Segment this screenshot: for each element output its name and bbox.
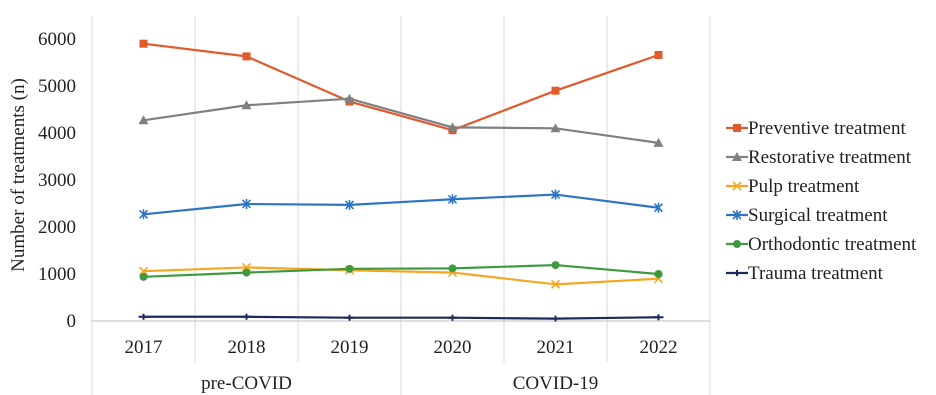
legend-item: Pulp treatment: [726, 176, 860, 197]
series-line: [143, 263, 659, 278]
x-tick-label: 2017: [125, 337, 163, 358]
y-tick-label: 1000: [38, 264, 76, 285]
series-line: [143, 266, 659, 286]
data-point: [732, 152, 742, 161]
data-point: [654, 50, 663, 59]
y-tick-label: 3000: [38, 170, 76, 191]
data-point: [732, 181, 742, 191]
series: [138, 189, 664, 220]
data-point: [448, 264, 457, 273]
x-tick-label: 2021: [537, 337, 575, 358]
series: [138, 93, 664, 147]
x-group-label: COVID-19: [513, 373, 599, 394]
legend-label: Orthodontic treatment: [748, 234, 917, 255]
y-tick-label: 0: [67, 311, 77, 332]
data-point: [139, 39, 148, 48]
legend-item: Trauma treatment: [726, 263, 884, 284]
data-point: [550, 189, 561, 200]
data-point: [138, 209, 149, 220]
data-point: [447, 314, 458, 321]
legend-item: Preventive treatment: [726, 118, 906, 139]
x-tick-label: 2022: [640, 337, 678, 358]
data-point: [733, 124, 741, 132]
data-point: [345, 264, 354, 273]
data-point: [550, 123, 561, 133]
legend: Preventive treatment Restorative treatmen…: [726, 118, 917, 284]
legend-item: Restorative treatment: [726, 147, 912, 168]
x-tick-label: 2019: [331, 337, 369, 358]
x-axis: 2017 2018 2019 2020 2021 2022 pre-COVID COVID-1…: [92, 320, 710, 394]
data-point: [241, 198, 252, 209]
y-tick-label: 4000: [38, 123, 76, 144]
data-point: [344, 93, 355, 103]
legend-label: Surgical treatment: [748, 205, 888, 226]
data-point: [139, 272, 148, 281]
data-point: [653, 202, 664, 213]
series-line: [143, 315, 659, 320]
data-point: [551, 86, 560, 95]
y-axis: 0 1000 2000 3000 4000 5000 6000: [38, 29, 76, 332]
series: [138, 313, 664, 322]
data-point: [654, 270, 663, 278]
series-line: [143, 97, 659, 144]
series-line: [143, 42, 659, 132]
grid: [91, 16, 711, 395]
data-point: [732, 270, 742, 276]
x-group-label: pre-COVID: [201, 373, 292, 394]
y-tick-label: 6000: [38, 29, 76, 50]
data-point: [344, 314, 355, 321]
x-tick-label: 2020: [434, 337, 472, 358]
data-point: [447, 194, 458, 205]
legend-label: Pulp treatment: [748, 176, 860, 197]
series: [139, 261, 663, 281]
legend-label: Restorative treatment: [748, 147, 912, 168]
data-point: [447, 122, 458, 132]
legend-item: Surgical treatment: [726, 205, 888, 226]
data-point: [344, 199, 355, 210]
data-point: [653, 314, 664, 321]
legend-item: Orthodontic treatment: [726, 234, 917, 255]
data-point: [653, 137, 664, 147]
x-tick-label: 2018: [228, 337, 266, 358]
legend-label: Trauma treatment: [748, 263, 884, 284]
data-point: [550, 279, 561, 289]
y-axis-label: Number of treatments (n): [8, 78, 29, 272]
data-point: [732, 210, 742, 220]
data-point: [550, 315, 561, 322]
data-point: [733, 240, 741, 248]
y-tick-label: 2000: [38, 217, 76, 238]
y-tick-label: 5000: [38, 76, 76, 97]
data-point: [551, 261, 560, 270]
data-point: [138, 313, 149, 320]
series-line: [143, 193, 659, 216]
data-point: [242, 52, 251, 61]
data-point: [242, 268, 251, 277]
series-group: [138, 39, 664, 322]
data-point: [241, 100, 252, 110]
data-point: [241, 313, 252, 320]
legend-label: Preventive treatment: [748, 118, 906, 139]
data-point: [138, 115, 149, 125]
